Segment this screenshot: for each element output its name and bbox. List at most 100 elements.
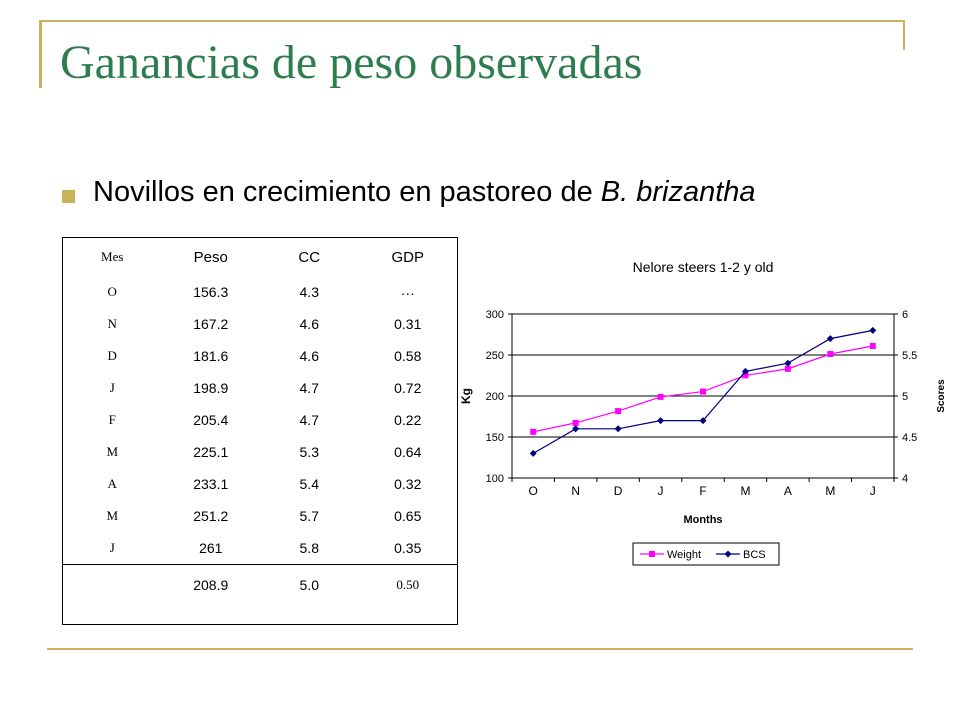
- y2-tick-label: 5: [902, 391, 908, 403]
- cell-mes: F: [108, 412, 116, 427]
- data-point-bcs: [529, 449, 537, 457]
- cell-peso: 225.1: [193, 444, 229, 460]
- cell-cc: 4.7: [299, 380, 319, 396]
- table-row: F 205.4 4.7 0.22: [63, 404, 457, 436]
- cell-gdp: 0.65: [394, 508, 422, 524]
- series-line-weight: [533, 345, 873, 433]
- cell-peso: Peso: [193, 248, 228, 266]
- y-axis-label: Kg: [459, 388, 473, 404]
- x-tick-label: O: [529, 484, 538, 498]
- cell-peso: 181.6: [193, 348, 229, 364]
- y-tick-label: 150: [486, 432, 504, 444]
- cell-cc: CC: [298, 248, 321, 266]
- legend-marker-bcs: [724, 550, 732, 558]
- cell-cc: 4.3: [299, 284, 319, 300]
- x-tick-label: M: [740, 484, 750, 498]
- cell-gdp: 0.64: [394, 444, 422, 460]
- y2-tick-label: 4: [902, 473, 908, 485]
- data-point-weight: [869, 342, 876, 349]
- data-point-bcs: [741, 367, 749, 375]
- decor-top-line: [39, 20, 905, 22]
- data-point-bcs: [699, 417, 707, 425]
- cell-cc: 5.8: [299, 540, 319, 556]
- cell-cc: 4.6: [299, 316, 319, 332]
- x-tick-label: D: [614, 484, 623, 498]
- data-point-bcs: [826, 335, 834, 343]
- cell-mes: J: [109, 380, 115, 395]
- data-point-weight: [657, 393, 664, 400]
- x-tick-label: J: [658, 484, 664, 498]
- chart-legend: [632, 542, 780, 566]
- cell-mes: A: [107, 476, 117, 491]
- bullet-text-species: B. brizantha: [600, 176, 756, 208]
- data-point-weight: [700, 388, 706, 395]
- bullet-text: Novillos en crecimiento en pastoreo de B…: [93, 176, 756, 209]
- data-point-bcs: [657, 417, 665, 425]
- cell-peso: 251.2: [193, 508, 229, 524]
- cell-mes: O: [107, 284, 117, 299]
- cell-gdp: 0.50: [358, 564, 457, 605]
- cell-mes: [63, 564, 162, 605]
- cell-cc: 5.7: [299, 508, 319, 524]
- legend-marker-weight: [649, 551, 655, 557]
- x-tick-label: M: [825, 484, 835, 498]
- data-point-bcs: [869, 326, 877, 334]
- cell-mes: N: [107, 316, 117, 331]
- legend-label: BCS: [743, 549, 766, 561]
- table-row: M 225.1 5.3 0.64: [63, 436, 457, 468]
- cell-mes: Mes: [101, 249, 124, 264]
- cell-mes: D: [107, 348, 117, 363]
- table-row: J 198.9 4.7 0.72: [63, 372, 457, 404]
- data-table: Mes Peso CC GDP O 156.3 4.3 … N 167.2 4.6 0.31 D 181.…: [62, 237, 458, 625]
- table-row: M 251.2 5.7 0.65: [63, 500, 457, 532]
- cell-peso: 167.2: [193, 316, 229, 332]
- cell-gdp: 0.22: [394, 412, 422, 428]
- data-point-weight: [827, 351, 834, 358]
- cell-gdp: 0.58: [394, 348, 422, 364]
- table-row: O 156.3 4.3 …: [63, 276, 457, 308]
- cell-cc: 5.0: [260, 564, 359, 605]
- x-tick-label: N: [571, 484, 580, 498]
- bullet-marker: [62, 190, 75, 203]
- x-tick-label: A: [784, 484, 792, 498]
- cell-peso: 205.4: [193, 412, 229, 428]
- decor-bottom-line: [47, 648, 913, 650]
- y-tick-label: 300: [486, 309, 504, 321]
- y-tick-label: 200: [486, 391, 504, 403]
- cell-peso: 261: [199, 540, 223, 556]
- cell-gdp: 0.72: [394, 380, 422, 396]
- x-tick-label: F: [699, 484, 706, 498]
- cell-gdp: GDP: [391, 248, 424, 266]
- y-tick-label: 100: [486, 473, 504, 485]
- data-point-bcs: [614, 425, 622, 433]
- data-point-weight: [572, 419, 579, 426]
- data-point-bcs: [572, 425, 580, 433]
- y2-axis-label: Scores: [936, 379, 947, 413]
- cell-cc: 4.6: [299, 348, 319, 364]
- table-row: N 167.2 4.6 0.31: [63, 308, 457, 340]
- cell-mes: M: [106, 508, 119, 523]
- data-point-bcs: [784, 359, 792, 367]
- cell-mes: J: [109, 540, 115, 555]
- data-point-weight: [742, 372, 749, 379]
- table-row: D 181.6 4.6 0.58: [63, 340, 457, 372]
- legend-label: Weight: [667, 549, 701, 561]
- cell-gdp: 0.31: [394, 316, 422, 332]
- cell-gdp: 0.32: [394, 476, 422, 492]
- cell-mes: M: [106, 444, 119, 459]
- data-point-weight: [784, 365, 791, 372]
- cell-peso: 208.9: [161, 564, 260, 605]
- chart-title: Nelore steers 1-2 y old: [633, 259, 774, 275]
- y-tick-label: 250: [486, 350, 504, 362]
- table-row: A 233.1 5.4 0.32: [63, 468, 457, 500]
- bullet-text-prefix: Novillos en crecimiento en pastoreo de: [93, 176, 593, 208]
- decor-right-line: [903, 20, 905, 50]
- cell-gdp: …: [400, 284, 415, 299]
- table-header-row: Mes Peso CC GDP: [63, 238, 457, 276]
- cell-peso: 156.3: [193, 284, 229, 300]
- decor-vertical-line: [39, 20, 42, 88]
- table-row: J 261 5.8 0.35: [63, 532, 457, 565]
- y2-tick-label: 5.5: [902, 350, 917, 362]
- cell-cc: 4.7: [299, 412, 319, 428]
- series-line-bcs: [532, 329, 873, 454]
